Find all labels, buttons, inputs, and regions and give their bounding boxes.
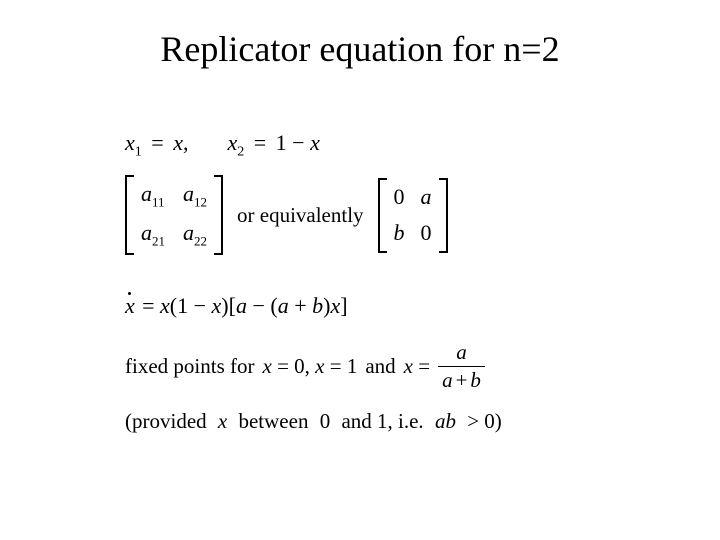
equiv-text: or equivalently — [237, 203, 364, 228]
ode-line: x = x(1 − x)[a − (a + b)x] — [125, 293, 645, 319]
provided-x: x — [212, 409, 233, 433]
rhs-1minusx: 1 − x — [276, 130, 320, 155]
fixed-points-line: fixed points for x = 0, x = 1 and x = a … — [125, 342, 645, 392]
frac-num: a — [450, 342, 473, 366]
matrix-a: a11 a12 a21 a22 — [125, 175, 223, 255]
matrices-line: a11 a12 a21 a22 or equivalently 0 a b 0 — [125, 175, 645, 255]
cell-b21: b — [394, 220, 405, 246]
rhs-x: x — [173, 130, 183, 155]
cell-b12: a — [421, 184, 432, 210]
definitions-line: x1 = x, x2 = 1 − x — [125, 130, 645, 161]
provided-open: (provided — [125, 409, 207, 433]
provided-between: between — [238, 409, 308, 433]
cell-a11: a11 — [141, 181, 165, 210]
var-x2: x2 — [227, 130, 244, 155]
provided-and1: and 1, i.e. — [341, 409, 423, 433]
var-x1: x1 — [125, 130, 142, 155]
math-content: x1 = x, x2 = 1 − x a11 a12 a21 a22 or eq… — [125, 130, 645, 434]
matrix-b: 0 a b 0 — [378, 178, 448, 253]
provided-gt: > 0) — [467, 409, 502, 433]
cell-a22: a22 — [183, 220, 207, 249]
x-dot: x — [125, 293, 135, 319]
provided-line: (provided x between 0 and 1, i.e. ab > 0… — [125, 409, 645, 434]
eq-sign-2: = — [250, 130, 270, 155]
fixed-xeq: x = — [404, 354, 430, 379]
page-title: Replicator equation for n=2 — [0, 28, 720, 70]
provided-zero: 0 — [314, 409, 337, 433]
cell-b22: 0 — [421, 220, 432, 246]
cell-a21: a21 — [141, 220, 165, 249]
cell-a12: a12 — [183, 181, 207, 210]
fraction: a a+b — [438, 342, 485, 392]
fixed-x0: x = 0, x = 1 — [262, 354, 357, 379]
frac-den: a+b — [438, 367, 485, 391]
cell-b11: 0 — [394, 184, 405, 210]
ode-rhs: = x(1 − x)[a − (a + b)x] — [137, 293, 348, 318]
provided-ab: ab — [429, 409, 462, 433]
fixed-prefix: fixed points for — [125, 354, 254, 379]
eq-sign: = — [147, 130, 167, 155]
fixed-and: and — [365, 354, 395, 379]
